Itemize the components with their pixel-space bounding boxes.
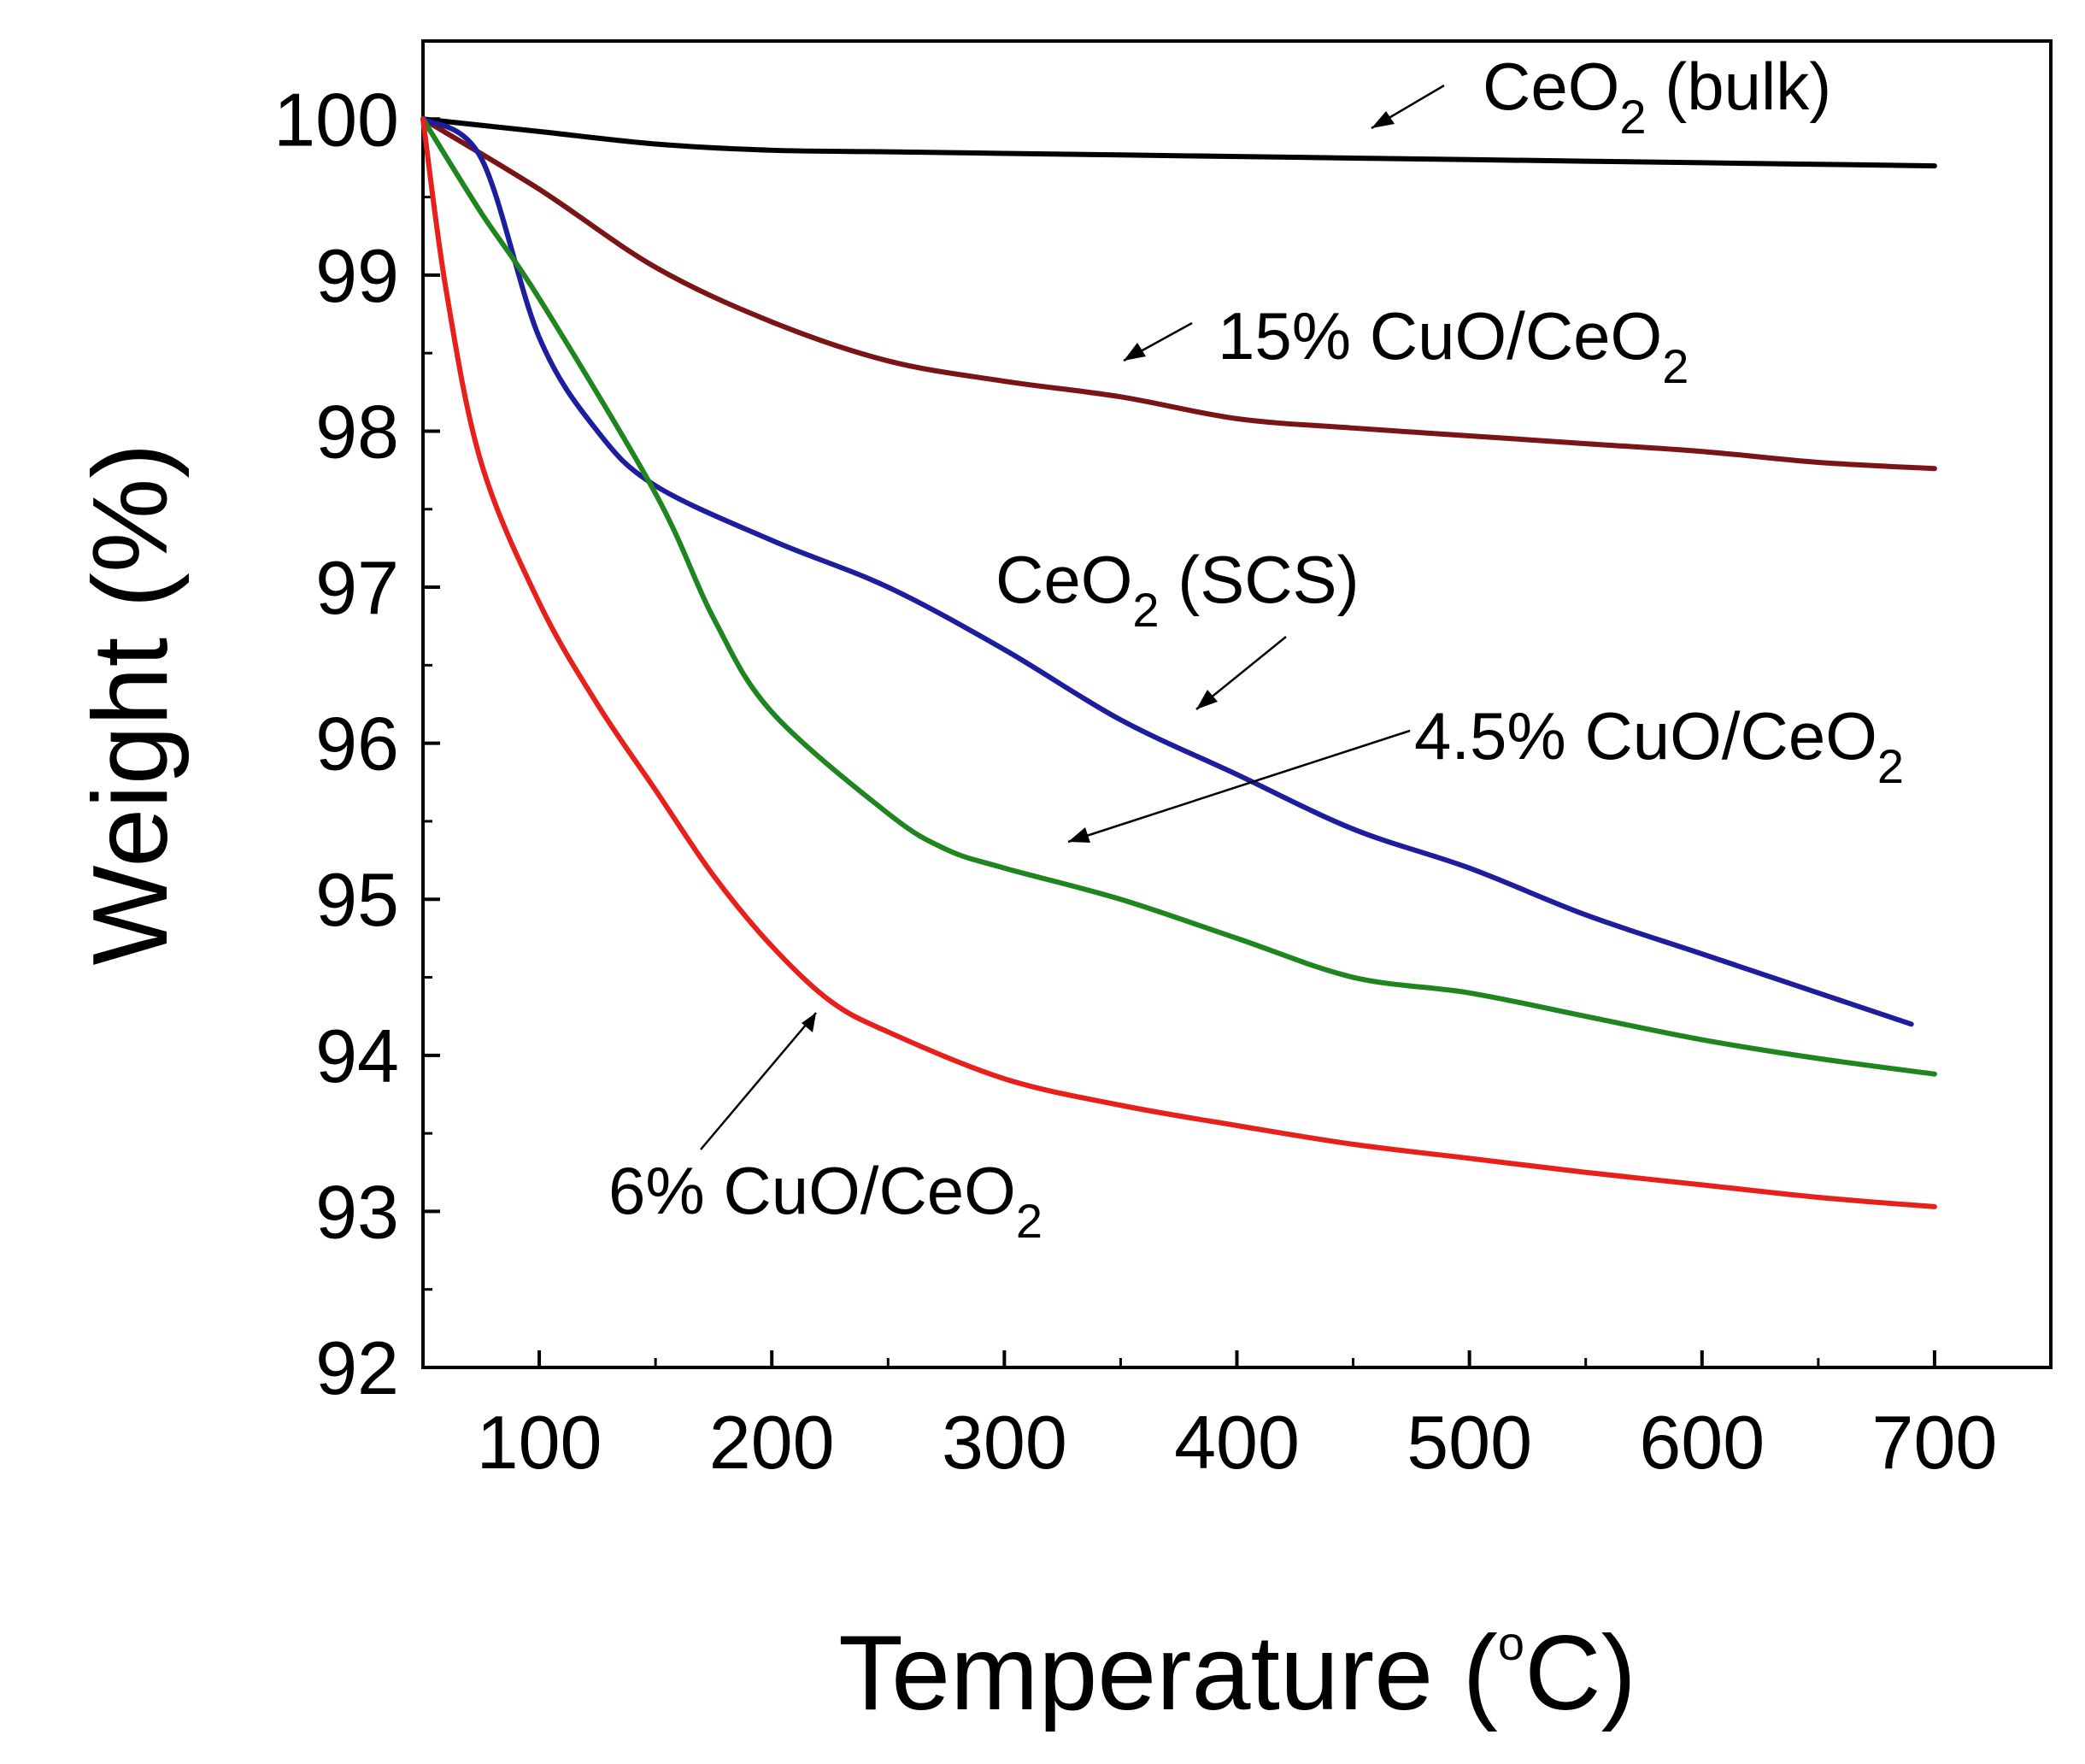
arrowhead-ceo2-bulk [1371, 111, 1395, 128]
annotation-arrows [700, 84, 1445, 1150]
y-tick-label: 96 [315, 702, 399, 786]
arrowhead-6pct [802, 1013, 816, 1032]
x-tick-label: 100 [477, 1400, 602, 1485]
x-axis-ticks: 100 200 300 400 500 600 700 [421, 1350, 2053, 1485]
y-axis-ticks: 92 93 94 95 96 97 98 99 100 [273, 77, 440, 1410]
y-tick-label: 95 [315, 857, 399, 942]
x-tick-label: 500 [1407, 1400, 1532, 1485]
x-tick-label: 700 [1872, 1400, 1998, 1485]
x-tick-label: 600 [1639, 1400, 1765, 1485]
series-line-2 [420, 116, 1914, 1027]
label-4-5pct-cuo-ceo2: 4.5% CuO/CeO2 [1414, 698, 1904, 793]
y-axis-title: Weight (%) [72, 444, 190, 966]
arrowhead-15pct [1124, 343, 1146, 361]
annotation-arrowheads [802, 111, 1395, 1032]
x-tick-label: 300 [942, 1400, 1067, 1485]
y-tick-label: 98 [315, 389, 399, 473]
series-lines [420, 116, 1937, 1209]
series-line-3 [420, 116, 1937, 1077]
series-line-4 [420, 116, 1937, 1209]
arrow-4-5pct [1067, 729, 1411, 844]
y-tick-label: 94 [315, 1014, 399, 1098]
series-line-0 [420, 116, 1937, 169]
arrowhead-ceo2-scs [1196, 690, 1218, 709]
label-15pct-cuo-ceo2: 15% CuO/CeO2 [1218, 298, 1689, 393]
x-tick-label: 200 [709, 1400, 835, 1485]
label-6pct-cuo-ceo2: 6% CuO/CeO2 [608, 1153, 1042, 1248]
x-axis-title: Temperature (oC) [838, 1614, 1636, 1732]
label-ceo2-scs: CeO2 (SCS) [996, 542, 1360, 637]
label-ceo2-bulk: CeO2 (bulk) [1483, 49, 1831, 144]
y-tick-label: 100 [273, 77, 399, 162]
arrowhead-4-5pct [1068, 827, 1090, 843]
y-tick-label: 92 [315, 1326, 399, 1410]
y-tick-label: 93 [315, 1169, 399, 1254]
y-tick-label: 97 [315, 545, 399, 630]
series-line-1 [420, 116, 1937, 472]
arrow-6pct [700, 1012, 817, 1150]
y-tick-label: 99 [315, 233, 399, 318]
x-tick-label: 400 [1174, 1400, 1300, 1485]
